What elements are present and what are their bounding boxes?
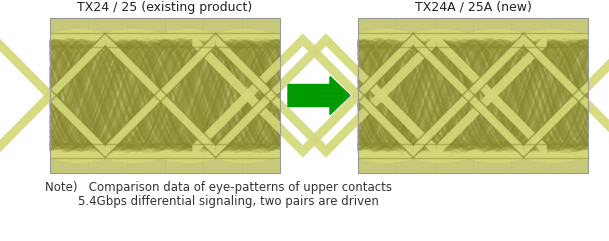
Polygon shape bbox=[413, 33, 524, 158]
Polygon shape bbox=[326, 33, 437, 158]
Polygon shape bbox=[524, 33, 609, 158]
Polygon shape bbox=[0, 33, 105, 158]
Bar bbox=[50, 18, 280, 173]
Polygon shape bbox=[437, 33, 547, 158]
Bar bbox=[358, 18, 588, 173]
Polygon shape bbox=[192, 33, 303, 158]
Bar bbox=[358, 18, 588, 173]
Polygon shape bbox=[105, 33, 216, 158]
Polygon shape bbox=[105, 33, 216, 158]
FancyArrow shape bbox=[288, 76, 350, 114]
Polygon shape bbox=[216, 33, 326, 158]
Polygon shape bbox=[437, 33, 547, 158]
Text: 5.4Gbps differential signaling, two pairs are driven: 5.4Gbps differential signaling, two pair… bbox=[78, 195, 379, 208]
Bar bbox=[50, 18, 280, 173]
Polygon shape bbox=[326, 33, 437, 158]
Polygon shape bbox=[524, 33, 609, 158]
Polygon shape bbox=[303, 33, 413, 158]
Text: Note)   Comparison data of eye-patterns of upper contacts: Note) Comparison data of eye-patterns of… bbox=[45, 181, 392, 194]
Polygon shape bbox=[303, 33, 413, 158]
Polygon shape bbox=[216, 33, 326, 158]
Polygon shape bbox=[192, 33, 303, 158]
Text: TX24 / 25 (existing product): TX24 / 25 (existing product) bbox=[77, 1, 253, 14]
Text: TX24A / 25A (new): TX24A / 25A (new) bbox=[415, 1, 532, 14]
Polygon shape bbox=[413, 33, 524, 158]
Polygon shape bbox=[0, 33, 105, 158]
